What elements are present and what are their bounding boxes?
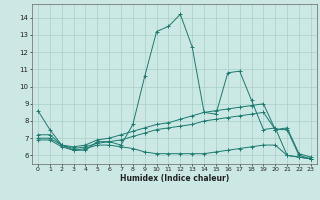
X-axis label: Humidex (Indice chaleur): Humidex (Indice chaleur) xyxy=(120,174,229,183)
